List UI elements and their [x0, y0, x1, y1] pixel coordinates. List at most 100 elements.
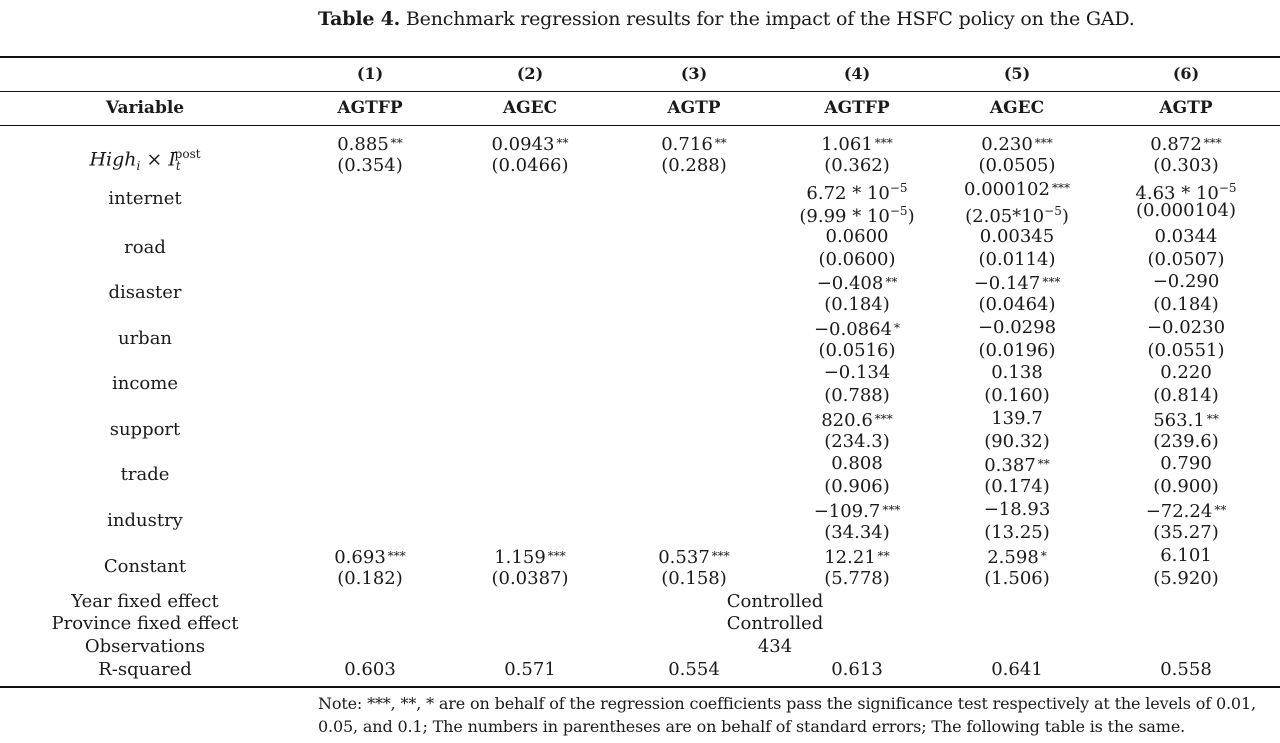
significance-stars: *** [547, 549, 566, 563]
dependent-variable-header: AGTFP [824, 98, 890, 118]
coefficient: −0.290 [1152, 271, 1220, 292]
significance-stars: *** [1203, 136, 1222, 150]
coefficient: 563.1 ** [1153, 410, 1219, 431]
variable-label: disaster [108, 282, 182, 303]
standard-error: (0.0600) [818, 249, 896, 270]
standard-error: (0.0516) [818, 340, 896, 361]
column-number: (5) [1003, 64, 1031, 83]
dependent-variable-header: AGEC [502, 98, 558, 118]
coefficient: 0.387 ** [984, 455, 1050, 476]
coefficient: −18.93 [983, 499, 1051, 520]
table-note: Note: ***, **, * are on behalf of the re… [318, 694, 1256, 736]
standard-error: (0.814) [1153, 385, 1219, 406]
standard-error: (0.160) [984, 385, 1050, 406]
standard-error: (0.000104) [1136, 200, 1236, 221]
significance-stars: *** [1034, 136, 1053, 150]
standard-error: (0.900) [1153, 476, 1219, 497]
table-caption-label: Table 4. [318, 8, 401, 30]
variable-label: support [109, 419, 181, 440]
coefficient: 0.808 [831, 453, 883, 474]
coefficient: 0.537 *** [658, 547, 730, 568]
coefficient: 0.0600 [825, 226, 889, 247]
coefficient: 0.138 [991, 362, 1043, 383]
standard-error: (0.0196) [978, 340, 1056, 361]
treatment-interaction-label: Highi × Itpost [89, 147, 201, 174]
coefficient: 820.6 *** [821, 410, 893, 431]
standard-error: (0.288) [661, 155, 727, 176]
standard-error: (0.0114) [978, 249, 1056, 270]
significance-stars: *** [1042, 275, 1061, 289]
observations-value: 434 [757, 636, 793, 657]
coefficient: 2.598 * [987, 547, 1047, 568]
coefficient: −0.0864 * [813, 319, 901, 340]
significance-stars: *** [874, 136, 893, 150]
standard-error: (0.0464) [978, 294, 1056, 315]
dependent-variable-header: AGTP [667, 98, 721, 118]
standard-error: (13.25) [984, 522, 1050, 543]
coefficient: 0.790 [1160, 453, 1212, 474]
significance-stars: ** [1214, 503, 1227, 517]
variable-label: income [112, 373, 178, 394]
variable-label: industry [107, 510, 183, 531]
bottom-rule [0, 686, 1280, 688]
table-caption: Table 4. Benchmark regression results fo… [318, 8, 1135, 30]
r-squared-value: 0.554 [668, 659, 720, 680]
coefficient: 0.0344 [1154, 226, 1218, 247]
standard-error: (2.05*10−5) [965, 204, 1069, 227]
r-squared-label: R-squared [98, 659, 192, 680]
variable-label: internet [108, 188, 182, 209]
standard-error: (234.3) [824, 431, 890, 452]
standard-error: (34.34) [824, 522, 890, 543]
standard-error: (0.184) [824, 294, 890, 315]
standard-error: (0.362) [824, 155, 890, 176]
significance-stars: *** [1051, 181, 1070, 195]
standard-error: (9.99 * 10−5) [799, 204, 915, 227]
coefficient: 6.72 * 10−5 [806, 181, 908, 204]
significance-stars: ** [556, 136, 569, 150]
r-squared-value: 0.571 [504, 659, 556, 680]
significance-stars: * [1040, 549, 1047, 563]
significance-stars: ** [714, 136, 727, 150]
r-squared-value: 0.641 [991, 659, 1043, 680]
significance-stars: ** [1206, 412, 1219, 426]
standard-error: (0.906) [824, 476, 890, 497]
significance-stars: ** [877, 549, 890, 563]
coefficient: 0.220 [1160, 362, 1212, 383]
significance-stars: ** [885, 275, 898, 289]
coefficient: −0.408 ** [816, 273, 898, 294]
standard-error: (90.32) [984, 431, 1050, 452]
province-fe-value: Controlled [726, 613, 824, 634]
standard-error: (0.788) [824, 385, 890, 406]
coefficient: 1.061 *** [821, 134, 893, 155]
coefficient: −0.134 [823, 362, 891, 383]
coefficient: 0.230 *** [981, 134, 1053, 155]
r-squared-value: 0.558 [1160, 659, 1212, 680]
significance-stars: *** [711, 549, 730, 563]
dependent-variable-header: AGTFP [337, 98, 403, 118]
standard-error: (0.303) [1153, 155, 1219, 176]
column-number: (2) [516, 64, 544, 83]
header-bottom-rule [0, 125, 1280, 126]
variable-label: Constant [103, 556, 187, 577]
column-number: (3) [680, 64, 708, 83]
coefficient: 139.7 [991, 408, 1043, 429]
coefficient: 12.21 ** [824, 547, 890, 568]
significance-stars: *** [882, 503, 901, 517]
header-mid-rule [0, 91, 1280, 92]
coefficient: −0.0230 [1146, 317, 1226, 338]
column-number: (1) [356, 64, 384, 83]
dependent-variable-header: AGTP [1159, 98, 1213, 118]
variable-label: road [124, 237, 166, 258]
coefficient: 0.00345 [979, 226, 1055, 247]
coefficient: 6.101 [1160, 545, 1212, 566]
standard-error: (0.0551) [1147, 340, 1225, 361]
standard-error: (0.184) [1153, 294, 1219, 315]
standard-error: (1.506) [984, 568, 1050, 589]
observations-label: Observations [84, 636, 206, 657]
coefficient: −0.147 *** [973, 273, 1061, 294]
top-rule [0, 56, 1280, 58]
coefficient: 4.63 * 10−5 [1135, 181, 1237, 204]
coefficient: −109.7 *** [813, 501, 901, 522]
year-fe-value: Controlled [726, 591, 824, 612]
standard-error: (5.920) [1153, 568, 1219, 589]
